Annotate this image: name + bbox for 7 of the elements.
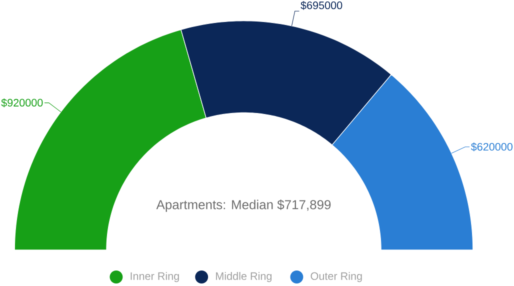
legend-label: Outer Ring — [310, 272, 362, 282]
legend-label: Middle Ring — [216, 272, 272, 282]
legend-label: Inner Ring — [130, 272, 179, 282]
text: Apartments: Median $717,899 — [156, 200, 331, 212]
data-label: $695000 — [300, 1, 342, 10]
data-label: $620000 — [470, 142, 512, 152]
data-label: $920000 — [1, 98, 43, 108]
